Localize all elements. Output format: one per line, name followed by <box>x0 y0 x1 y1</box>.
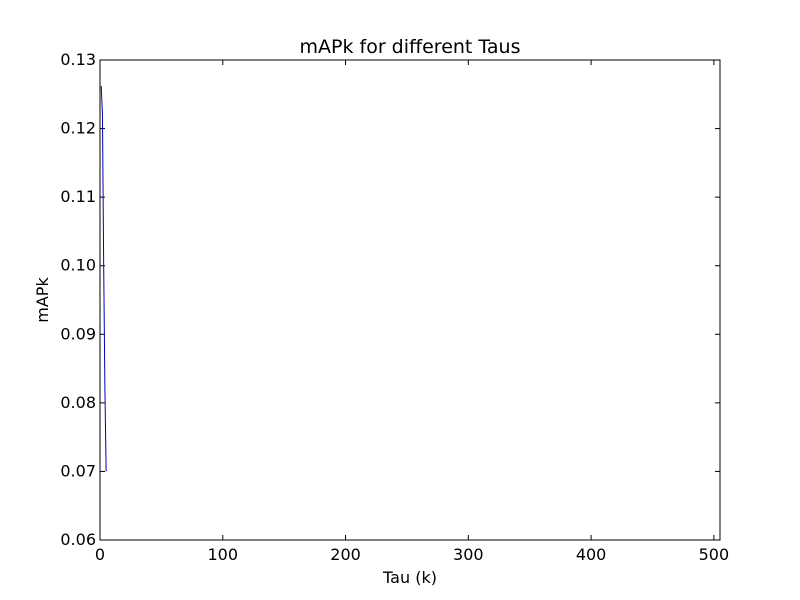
x-tick-label: 0 <box>95 545 105 564</box>
y-tick-label: 0.10 <box>60 256 96 275</box>
axis-tick-labels: 0 100 200 300 400 500 0.06 0.07 0.08 0.09 0.10 0.11… <box>60 50 729 564</box>
y-tick-label: 0.08 <box>60 393 96 412</box>
x-tick-label: 400 <box>576 545 607 564</box>
y-tick-label: 0.11 <box>60 187 96 206</box>
series-line <box>100 86 107 472</box>
x-tick-label: 200 <box>330 545 361 564</box>
series-group <box>100 86 107 472</box>
y-tick-label: 0.12 <box>60 119 96 138</box>
y-axis-label: mAPk <box>33 277 52 323</box>
y-tick-label: 0.07 <box>60 461 96 480</box>
x-tick-label: 500 <box>699 545 730 564</box>
x-tick-label: 300 <box>453 545 484 564</box>
y-tick-label: 0.09 <box>60 324 96 343</box>
y-tick-label: 0.13 <box>60 50 96 69</box>
x-axis-label: Tau (k) <box>382 568 437 587</box>
chart-title: mAPk for different Taus <box>300 36 521 58</box>
x-tick-label: 100 <box>207 545 238 564</box>
y-tick-label: 0.06 <box>60 530 96 549</box>
plot-area <box>99 59 721 541</box>
